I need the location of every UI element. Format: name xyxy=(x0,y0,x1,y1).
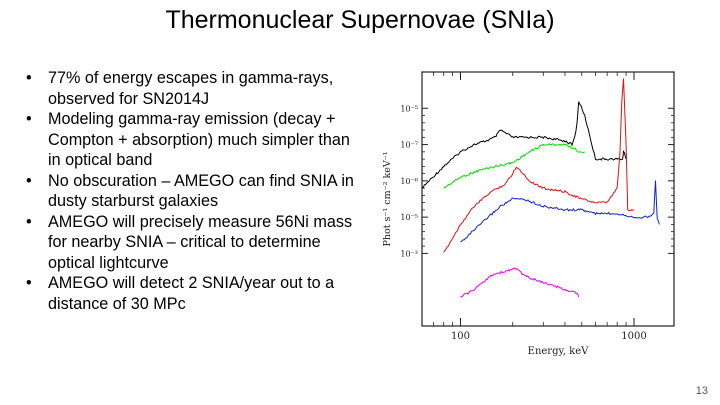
x-tick-label: 100 xyxy=(451,331,470,342)
bullet-item: 77% of energy escapes in gamma-rays, obs… xyxy=(26,68,356,109)
y-axis-label: Phot s⁻¹ cm⁻² keV⁻¹ xyxy=(382,151,393,246)
spectrum-chart: 10⁻³ 10⁻⁵ 10⁻⁶ 10⁻⁷ 10⁻⁵ 100 1000 Energy, keV Ph… xyxy=(378,64,680,364)
series-line xyxy=(443,78,635,253)
bullet-item: No obscuration – AMEGO can find SNIA in … xyxy=(26,171,356,212)
y-tick-label: 10⁻³ xyxy=(400,249,418,258)
series-line xyxy=(421,101,627,189)
bullet-item: AMEGO will detect 2 SNIA/year out to a d… xyxy=(26,273,356,314)
bullet-list: 77% of energy escapes in gamma-rays, obs… xyxy=(26,68,356,314)
plot-frame xyxy=(421,71,675,327)
slide-title: Thermonuclear Supernovae (SNIa) xyxy=(165,6,555,34)
slide-number: 13 xyxy=(695,385,708,397)
y-tick-label: 10⁻⁵ xyxy=(400,104,418,113)
y-tick-label: 10⁻⁷ xyxy=(400,141,418,150)
y-tick-label: 10⁻⁵ xyxy=(400,213,418,222)
bullet-item: Modeling gamma-ray emission (decay + Com… xyxy=(26,109,356,171)
series-line xyxy=(443,143,586,189)
series-line xyxy=(460,180,660,243)
series-line xyxy=(460,267,580,298)
spectrum-plot-svg: 10⁻³ 10⁻⁵ 10⁻⁶ 10⁻⁷ 10⁻⁵ 100 1000 Energy, keV Ph… xyxy=(382,71,675,357)
x-axis-label: Energy, keV xyxy=(528,346,589,357)
y-tick-label: 10⁻⁶ xyxy=(400,177,418,186)
x-tick-label: 1000 xyxy=(621,331,646,342)
bullet-item: AMEGO will precisely measure 56Ni mass f… xyxy=(26,212,356,274)
